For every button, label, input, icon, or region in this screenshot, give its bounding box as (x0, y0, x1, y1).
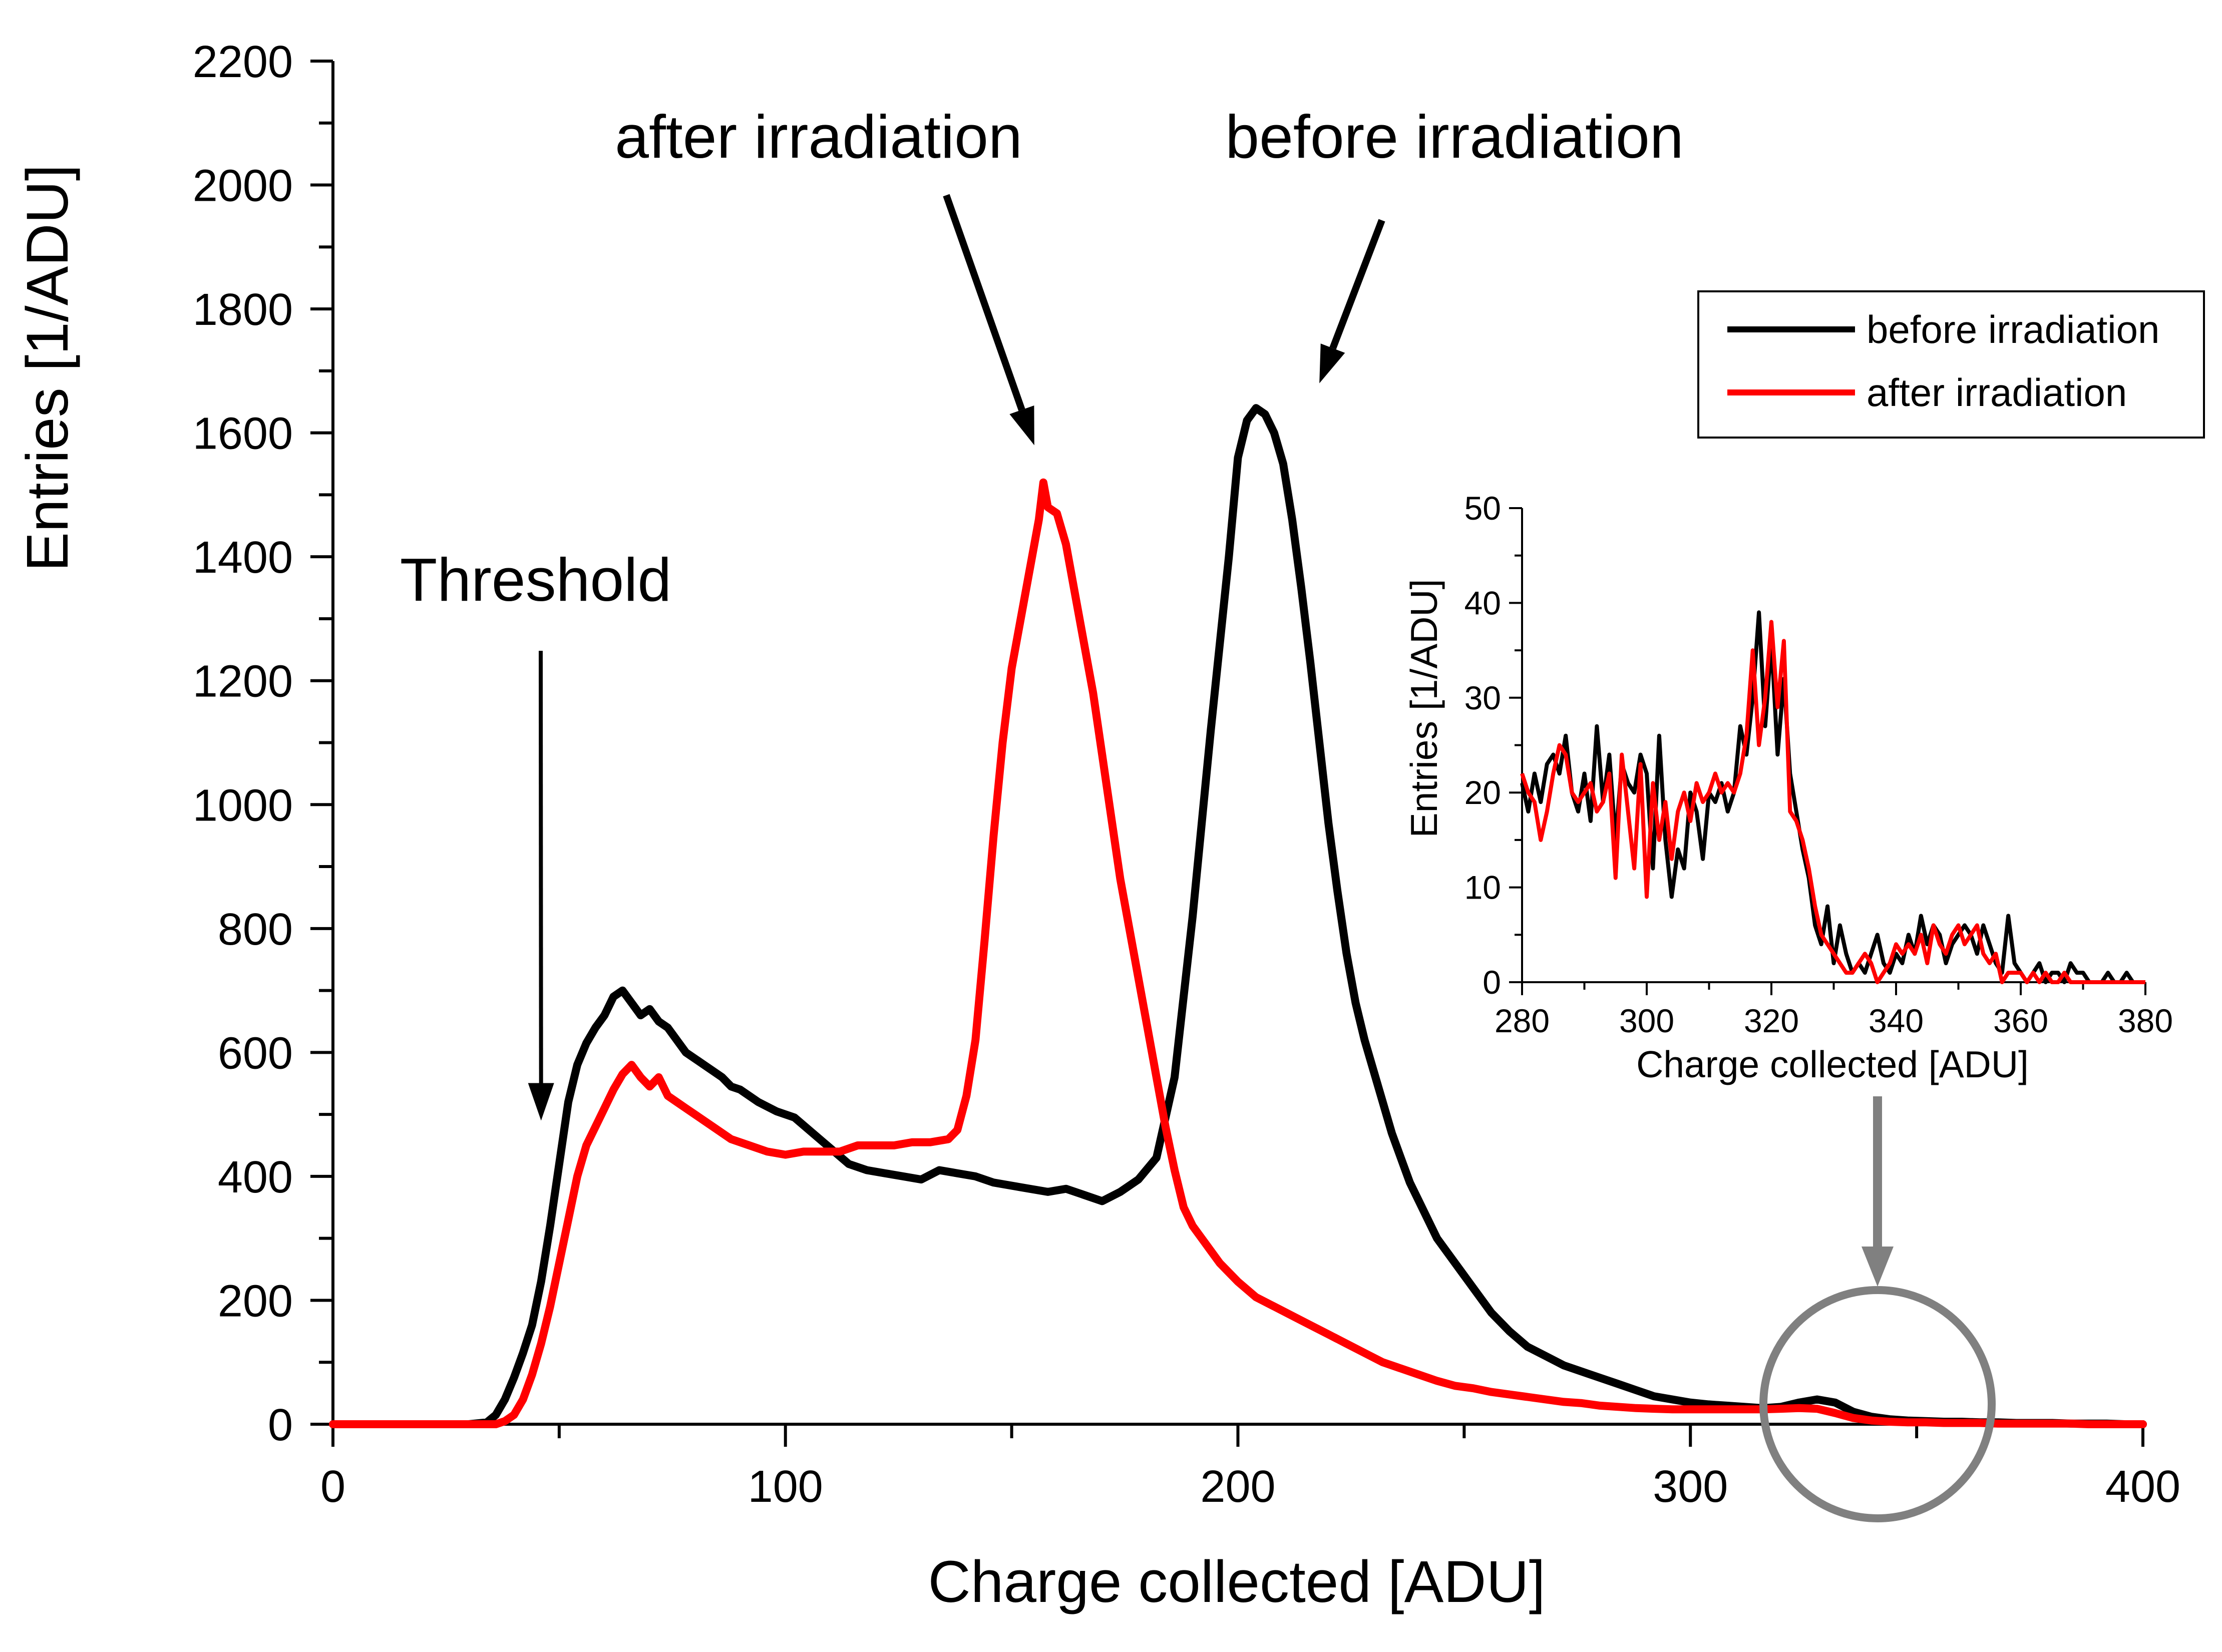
y-tick-label: 2000 (193, 161, 293, 211)
x-tick-label: 0 (320, 1462, 345, 1512)
annotation-arrow-1 (943, 194, 1025, 411)
annotation-arrowhead-1 (1009, 405, 1034, 446)
annotation-text-0: Threshold (400, 546, 672, 614)
y-tick-label: 1000 (193, 780, 293, 831)
inset-x-axis-title: Charge collected [ADU] (1636, 1043, 2029, 1085)
annotation-text-2: before irradiation (1225, 103, 1684, 171)
annotation-text-1: after irradiation (615, 103, 1022, 171)
y-tick-label: 400 (218, 1152, 293, 1202)
x-tick-label: 200 (1200, 1462, 1275, 1512)
y-tick-label: 2200 (193, 37, 293, 87)
zoom-callout (1759, 1096, 1996, 1522)
legend-label-before: before irradiation (1867, 307, 2159, 351)
y-tick-label: 1400 (193, 533, 293, 583)
annotations: Threshold after irradiation before irradia… (400, 103, 1684, 1121)
main-series (329, 404, 2147, 1428)
inset-y-tick-label: 50 (1464, 490, 1501, 527)
inset-y-axis-title: Entries [1/ADU] (1403, 579, 1445, 838)
inset-series-line-after-irradiation (1520, 620, 2145, 984)
y-tick-label: 600 (218, 1028, 293, 1078)
inset-x-tick-label: 300 (1619, 1002, 1674, 1039)
y-tick-label: 800 (218, 905, 293, 955)
zoom-arrow-head (1862, 1247, 1894, 1287)
y-tick-label: 200 (218, 1276, 293, 1326)
annotation-arrowhead-2 (1319, 343, 1345, 383)
inset-x-tick-label: 360 (1993, 1002, 2048, 1039)
inset-y-tick-label: 10 (1464, 869, 1501, 906)
x-tick-label: 100 (748, 1462, 823, 1512)
y-tick-label: 1200 (193, 657, 293, 707)
legend-label-after: after irradiation (1867, 370, 2127, 415)
inset-y-tick-label: 40 (1464, 584, 1501, 621)
inset-y-tick-label: 20 (1464, 774, 1501, 811)
inset-x-tick-label: 380 (2118, 1002, 2173, 1039)
x-axis-title: Charge collected [ADU] (928, 1549, 1545, 1615)
x-tick-label: 300 (1653, 1462, 1728, 1512)
x-tick-label: 400 (2105, 1462, 2180, 1512)
zoom-circle (1759, 1286, 1996, 1522)
legend-box (1697, 290, 2205, 439)
inset-axes: 280 300 320 340 360 380 0 10 20 30 40 50 (1464, 490, 2173, 1039)
y-axis-title: Entries [1/ADU] (15, 164, 81, 571)
inset-y-tick-label: 30 (1464, 679, 1501, 716)
inset-series (1520, 610, 2145, 984)
annotation-arrowhead-0 (528, 1083, 554, 1121)
inset-x-tick-label: 320 (1744, 1002, 1799, 1039)
series-line-after-irradiation (329, 478, 2147, 1428)
inset-x-tick-label: 280 (1495, 1002, 1550, 1039)
annotation-arrow-2 (1329, 219, 1385, 350)
legend: before irradiation after irradiation (1697, 290, 2205, 439)
main-axes: 0 100 200 300 400020040060080010001200140016… (193, 37, 2180, 1512)
y-tick-label: 0 (268, 1400, 293, 1450)
y-tick-label: 1600 (193, 409, 293, 459)
inset-y-tick-label: 0 (1483, 964, 1501, 1001)
inset-x-tick-label: 340 (1869, 1002, 1924, 1039)
y-tick-label: 1800 (193, 285, 293, 335)
